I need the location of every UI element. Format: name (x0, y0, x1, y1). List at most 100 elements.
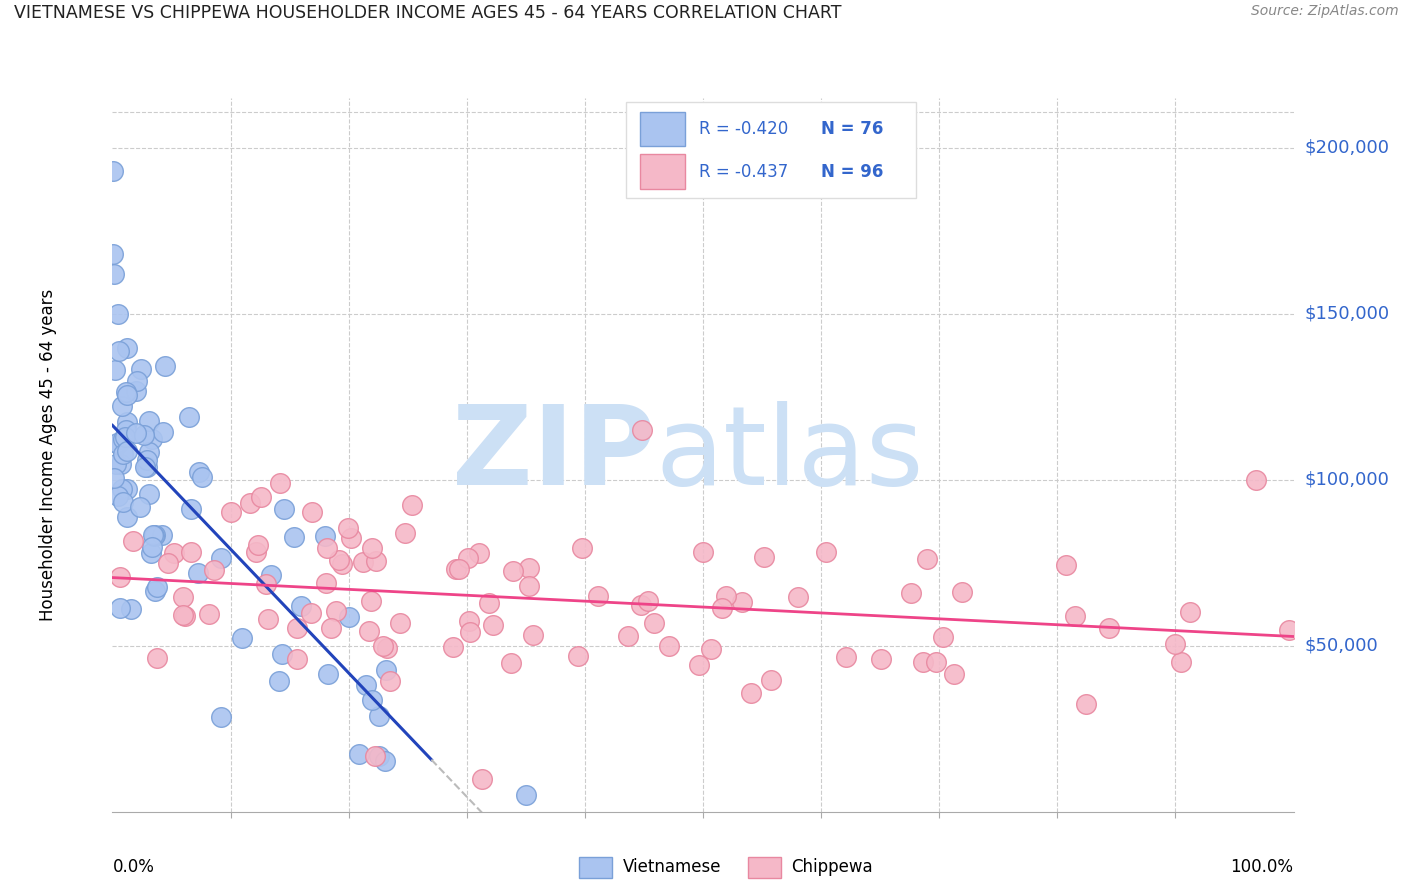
Point (1063, 608, 1085, 623)
Point (163, 546, 186, 560)
Point (245, 545, 267, 559)
Point (336, 521, 359, 535)
Point (915, 551, 938, 566)
Point (254, 577, 277, 591)
Point (361, 693, 384, 707)
Point (267, 674, 290, 689)
Point (631, 423, 654, 437)
Point (290, 599, 312, 613)
Point (314, 529, 336, 543)
Text: VIETNAMESE VS CHIPPEWA HOUSEHOLDER INCOME AGES 45 - 64 YEARS CORRELATION CHART: VIETNAMESE VS CHIPPEWA HOUSEHOLDER INCOM… (14, 4, 842, 22)
Point (142, 527, 165, 541)
Point (129, 361, 152, 376)
Point (367, 709, 389, 723)
Point (700, 642, 723, 657)
Point (111, 399, 134, 413)
Text: Householder Income Ages 45 - 64 years: Householder Income Ages 45 - 64 years (38, 289, 56, 621)
Point (911, 655, 934, 669)
Point (357, 624, 380, 638)
Point (125, 384, 148, 399)
Point (111, 495, 134, 509)
Point (134, 459, 156, 474)
Point (157, 556, 180, 570)
Text: N = 76: N = 76 (821, 120, 883, 137)
FancyBboxPatch shape (626, 102, 915, 198)
Point (180, 501, 202, 516)
Point (143, 529, 166, 543)
Point (115, 388, 138, 402)
Point (586, 589, 609, 603)
Point (115, 510, 138, 524)
Point (141, 432, 163, 446)
Point (389, 615, 412, 630)
Point (835, 650, 858, 665)
Point (221, 505, 243, 519)
Point (1098, 622, 1121, 636)
Point (150, 528, 173, 542)
Point (567, 648, 589, 663)
Point (354, 678, 377, 692)
Text: R = -0.437: R = -0.437 (699, 162, 789, 180)
Point (337, 610, 360, 624)
Point (121, 533, 143, 548)
Point (108, 600, 131, 615)
Point (340, 532, 363, 546)
Point (153, 359, 176, 373)
Point (458, 614, 481, 628)
Point (1170, 655, 1192, 669)
Point (120, 602, 142, 616)
Point (754, 549, 776, 564)
Point (714, 590, 737, 604)
Point (710, 601, 733, 615)
Point (692, 545, 714, 559)
Point (401, 498, 423, 512)
Point (330, 557, 353, 571)
Point (449, 562, 471, 576)
Point (139, 546, 162, 560)
Point (135, 453, 157, 467)
Point (328, 553, 350, 567)
Point (499, 656, 522, 670)
Point (1244, 473, 1267, 487)
Point (103, 471, 125, 485)
Point (394, 526, 416, 541)
Point (117, 443, 139, 458)
Point (367, 748, 389, 763)
Point (360, 594, 382, 608)
Point (1178, 605, 1201, 619)
Text: R = -0.420: R = -0.420 (699, 120, 789, 137)
Point (273, 502, 295, 516)
Point (143, 528, 166, 542)
Text: $100,000: $100,000 (1305, 471, 1389, 489)
Point (1054, 558, 1077, 572)
Point (637, 594, 659, 608)
Point (134, 428, 156, 442)
Point (104, 457, 127, 471)
Text: Source: ZipAtlas.com: Source: ZipAtlas.com (1251, 4, 1399, 19)
Point (143, 584, 166, 599)
Point (950, 584, 973, 599)
Point (375, 663, 398, 677)
Point (374, 754, 396, 768)
Point (269, 475, 291, 490)
Point (110, 457, 132, 471)
Text: Vietnamese: Vietnamese (623, 858, 721, 876)
Point (172, 591, 194, 605)
Point (260, 567, 283, 582)
Point (141, 540, 163, 554)
Point (138, 444, 160, 458)
Point (477, 595, 499, 609)
Point (360, 541, 382, 555)
Point (107, 490, 129, 504)
Point (658, 639, 681, 653)
Point (107, 437, 129, 451)
Point (202, 563, 225, 577)
Point (502, 564, 524, 578)
Point (378, 674, 401, 689)
Point (285, 651, 308, 665)
Text: $150,000: $150,000 (1305, 305, 1389, 323)
Point (517, 579, 540, 593)
Point (571, 541, 593, 555)
Point (187, 566, 209, 581)
Point (125, 425, 148, 440)
